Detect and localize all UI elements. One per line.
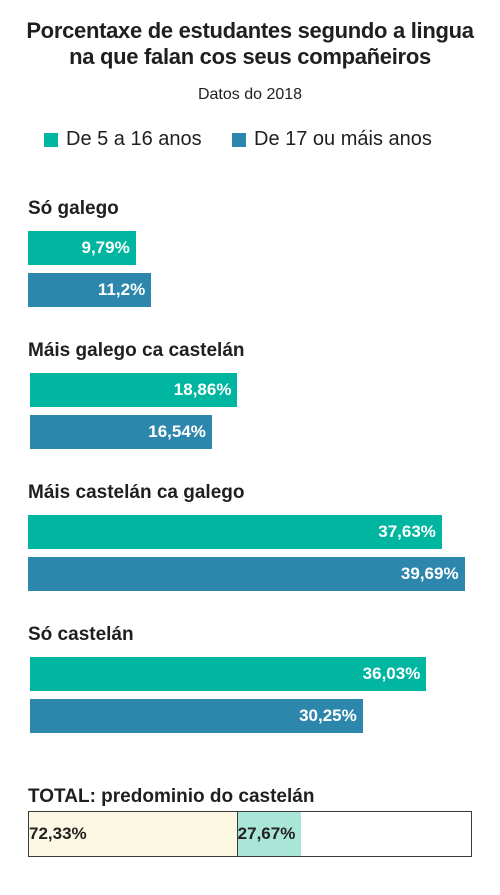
bar-1-series-1: 16,54% (30, 415, 212, 449)
legend-label-series-0: De 5 a 16 anos (66, 128, 202, 150)
bar-3-series-0: 36,03% (30, 657, 427, 691)
chart-title: Porcentaxe de estudantes segundo a lingu… (0, 18, 500, 70)
chart-title-line-2: na que falan cos seus compañeiros (69, 44, 431, 69)
bar-2-series-0: 37,63% (28, 515, 442, 549)
category-label-2: Máis castelán ca galego (28, 482, 245, 503)
category-label-0: Só galego (28, 198, 119, 219)
total-segment-castelan: 72,33% (29, 812, 238, 856)
total-bar: 72,33% 27,67% (28, 811, 472, 857)
total-label: TOTAL: predominio do castelán (28, 786, 315, 807)
bar-0-series-1: 11,2% (28, 273, 152, 307)
legend-swatch-series-0 (44, 133, 58, 147)
bar-1-series-0: 18,86% (30, 373, 238, 407)
bar-2-series-1: 39,69% (28, 557, 465, 591)
legend-label-series-1: De 17 ou máis anos (254, 128, 432, 150)
legend-swatch-series-1 (232, 133, 246, 147)
total-segment-galego: 27,67% (237, 812, 302, 856)
chart-subtitle: Datos do 2018 (197, 86, 303, 103)
category-label-1: Máis galego ca castelán (28, 340, 245, 361)
bar-0-series-0: 9,79% (28, 231, 136, 265)
chart-title-line-1: Porcentaxe de estudantes segundo a lingu… (26, 18, 474, 43)
category-label-3: Só castelán (28, 624, 134, 645)
bar-3-series-1: 30,25% (30, 699, 363, 733)
